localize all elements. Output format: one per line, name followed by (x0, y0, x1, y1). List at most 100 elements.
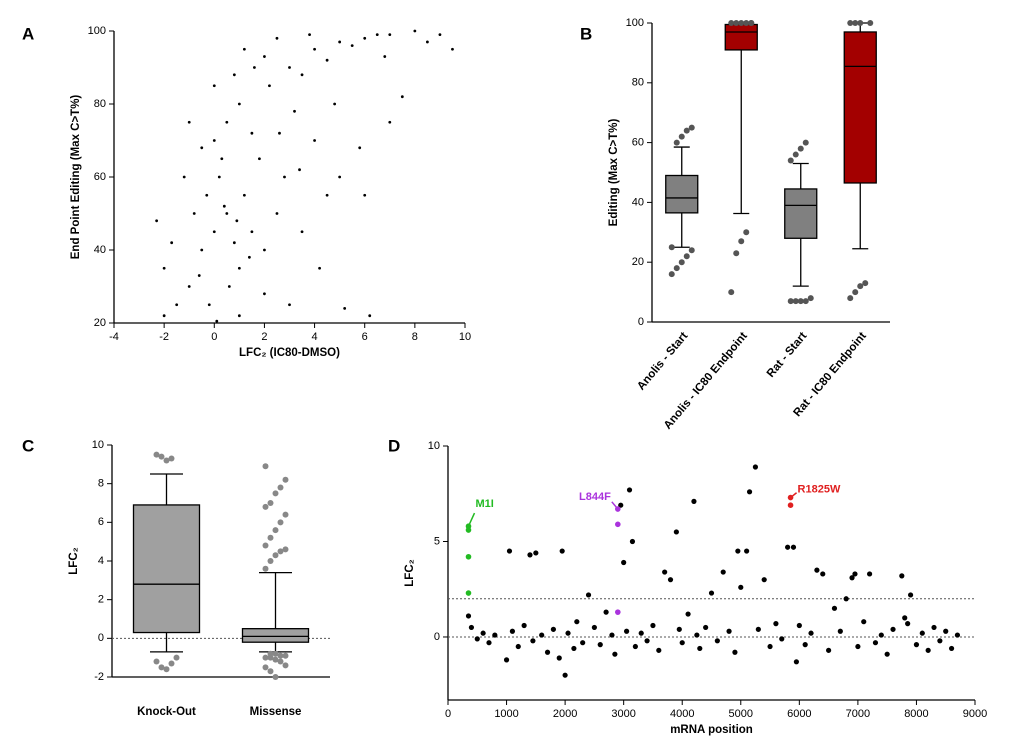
outlier (163, 666, 170, 673)
x-tick-label: 10 (459, 331, 471, 343)
point (300, 230, 304, 234)
outlier (847, 295, 854, 302)
y-tick-label: 0 (98, 632, 104, 644)
point (732, 649, 738, 655)
point (155, 219, 159, 223)
y-tick-label: 100 (626, 17, 644, 29)
y-tick-label: -2 (94, 671, 104, 683)
point (591, 624, 597, 631)
point (242, 47, 246, 51)
point (656, 647, 662, 653)
point (343, 307, 347, 310)
point (662, 569, 668, 575)
point (521, 622, 527, 629)
point (603, 609, 609, 615)
point (215, 319, 219, 323)
point (802, 642, 808, 648)
point (275, 36, 279, 40)
point (509, 628, 516, 634)
point (612, 651, 618, 657)
y-tick-label: 6 (98, 516, 104, 528)
point (400, 95, 404, 99)
x-axis-title: LFC₂ (IC80-DMSO) (239, 347, 340, 359)
point (755, 626, 761, 632)
point (515, 643, 521, 650)
point (383, 55, 387, 58)
point (708, 590, 715, 596)
point (931, 624, 937, 631)
outlier (153, 658, 160, 665)
point (679, 640, 685, 646)
point (571, 645, 577, 652)
point (197, 274, 201, 277)
outlier (802, 298, 809, 305)
x-tick-label: 3000 (611, 708, 635, 720)
outlier (728, 20, 735, 26)
outlier (153, 451, 160, 458)
point (250, 131, 254, 135)
point (861, 619, 867, 625)
point (300, 73, 304, 77)
outlier (738, 20, 745, 26)
outlier (262, 503, 269, 510)
point (574, 619, 580, 625)
outlier (272, 650, 279, 657)
outlier (277, 658, 284, 665)
outlier (277, 548, 284, 555)
point (796, 622, 802, 629)
point (253, 66, 256, 69)
point (650, 622, 656, 629)
outlier (683, 253, 690, 260)
y-tick-label: 0 (434, 631, 440, 643)
panel-label: C (22, 436, 34, 455)
point (585, 592, 592, 598)
point (744, 548, 750, 554)
point (884, 651, 890, 657)
point (890, 626, 896, 632)
annotation: L844F (579, 491, 611, 503)
point (162, 266, 166, 270)
point (175, 303, 179, 307)
point (222, 204, 226, 208)
point (313, 47, 316, 51)
point (826, 647, 832, 653)
point (425, 40, 429, 44)
x-tick-label: 1000 (494, 708, 518, 720)
point (779, 636, 785, 642)
point (738, 584, 744, 590)
y-tick-label: 80 (632, 77, 644, 89)
point (831, 605, 838, 611)
point (714, 638, 720, 644)
outlier (867, 20, 874, 26)
point (187, 285, 191, 288)
point (212, 84, 216, 88)
point (506, 548, 513, 554)
point (621, 559, 627, 566)
point (694, 632, 700, 638)
point (247, 255, 251, 259)
y-axis-title: End Point Editing (Max C>T%) (70, 95, 82, 260)
point (217, 175, 221, 179)
point (237, 314, 241, 318)
point (225, 212, 229, 215)
point (232, 73, 236, 77)
point (192, 212, 196, 215)
point (242, 193, 246, 197)
point (644, 638, 650, 644)
point (263, 55, 266, 58)
x-tick-label: -4 (109, 331, 119, 343)
point (235, 219, 239, 223)
outlier (668, 271, 675, 278)
outlier (733, 20, 740, 26)
outlier (158, 664, 165, 671)
point (338, 40, 342, 44)
x-tick-label: 0 (211, 331, 217, 343)
outlier (688, 247, 695, 254)
point (318, 266, 321, 270)
y-tick-label: 40 (632, 196, 644, 208)
point (237, 102, 241, 106)
outlier (857, 20, 864, 26)
point (288, 303, 291, 307)
x-tick-label: 8000 (904, 708, 928, 720)
point (227, 285, 231, 288)
